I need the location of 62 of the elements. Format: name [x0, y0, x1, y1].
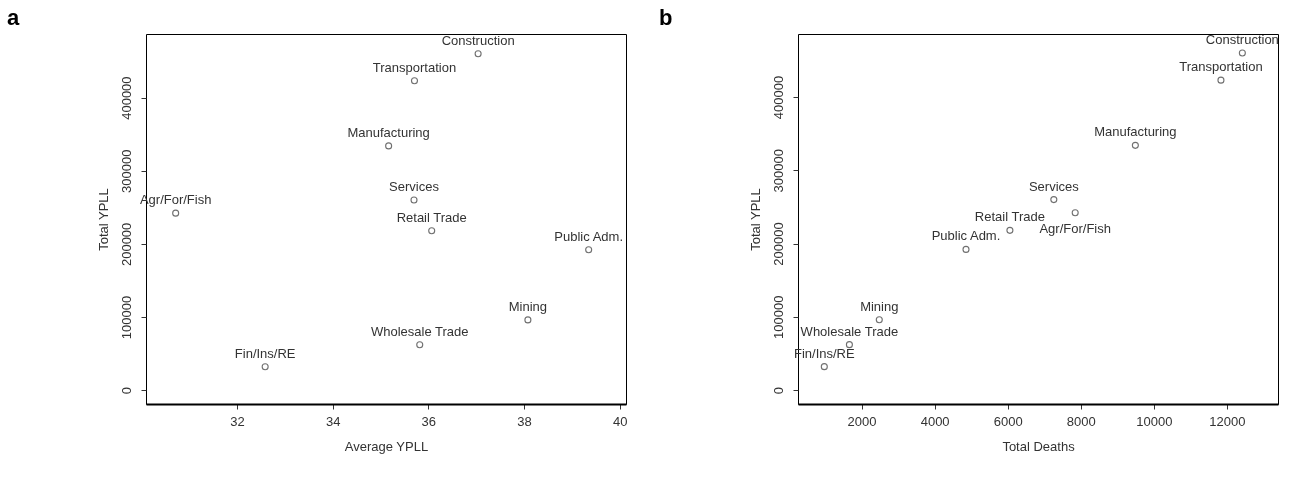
annotation: Services [389, 178, 440, 194]
point [1217, 76, 1225, 84]
x-tick-label: 10000 [1136, 413, 1173, 429]
point [172, 209, 180, 217]
x-tick-label: 40 [613, 413, 628, 429]
point [1131, 141, 1139, 149]
annotation: Wholesale Trade [370, 323, 469, 339]
x-tick-label: 38 [517, 413, 532, 429]
annotation: Construction [1205, 32, 1279, 48]
x-tick-label: 6000 [993, 413, 1023, 429]
point [385, 142, 393, 150]
y-tick-label: 100000 [118, 295, 134, 340]
y-tick-label: 400000 [118, 76, 134, 120]
point [416, 341, 424, 349]
point [410, 77, 419, 85]
x-tick-label: 34 [325, 413, 341, 429]
y-tick-label: 200000 [770, 222, 786, 266]
point [585, 246, 593, 254]
x-tick-label: 36 [421, 413, 437, 429]
y-tick-label: 300000 [118, 149, 134, 193]
x-axis-title: Total Deaths [1002, 438, 1076, 454]
annotation: Transportation [372, 59, 457, 75]
annotation: Construction [441, 32, 515, 48]
x-tick-label: 32 [230, 413, 245, 429]
y-tick-label: 0 [118, 386, 134, 395]
annotation: Manufacturing [1094, 124, 1177, 140]
y-axis-title: Total YPLL [95, 188, 111, 251]
y-axis-title: Total YPLL [747, 188, 763, 251]
annotation: Mining [508, 298, 548, 314]
y-tick-label: 400000 [770, 75, 786, 120]
point [410, 196, 418, 204]
point [1238, 49, 1246, 57]
point [1050, 196, 1058, 204]
annotation: Manufacturing [347, 124, 430, 140]
point [1006, 226, 1014, 234]
point [261, 363, 269, 371]
x-axis-title: Average YPLL [344, 438, 429, 454]
x-tick-label: 12000 [1209, 413, 1246, 429]
y-tick-label: 200000 [118, 222, 134, 267]
chart-title: a [7, 5, 20, 30]
x-tick-label: 2000 [847, 413, 877, 429]
annotation: Public Adm. [931, 228, 1001, 244]
x-tick-label: 8000 [1066, 413, 1096, 429]
annotation: Services [1028, 178, 1080, 194]
point [474, 50, 482, 58]
annotation: Retail Trade [396, 209, 467, 225]
annotation: Public Adm. [554, 228, 623, 244]
annotation: Wholesale Trade [800, 323, 899, 339]
point [1071, 209, 1079, 217]
point [428, 227, 436, 235]
chart-title: b [659, 5, 673, 30]
point [875, 316, 883, 324]
point [820, 363, 828, 371]
point [524, 316, 532, 324]
y-tick-label: 0 [770, 386, 786, 395]
annotation: Mining [860, 298, 899, 314]
x-tick-label: 4000 [920, 413, 950, 429]
annotation: Transportation [1179, 59, 1263, 75]
y-tick-label: 100000 [770, 295, 786, 340]
annotation: Fin/Ins/RE [234, 345, 296, 361]
y-tick-label: 300000 [770, 149, 786, 193]
point [962, 245, 970, 253]
